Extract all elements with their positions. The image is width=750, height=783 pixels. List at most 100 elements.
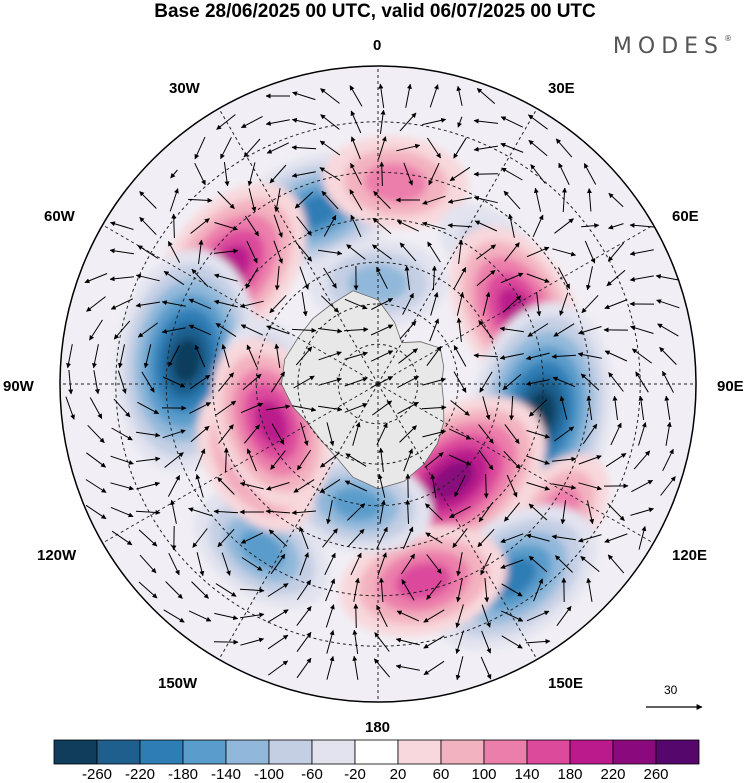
wind-vector: [403, 448, 413, 472]
wind-vector: [318, 351, 342, 361]
wind-vector: [378, 447, 384, 472]
wind-vector: [402, 526, 414, 550]
wind-vector: [89, 319, 103, 341]
wind-vector: [454, 475, 466, 498]
wind-vector: [167, 474, 181, 497]
wind-vector: [422, 429, 447, 438]
wind-vector: [296, 631, 312, 652]
wind-vector: [554, 218, 574, 234]
wind-vector: [425, 532, 443, 544]
wind-vector: [484, 577, 490, 603]
wind-vector: [326, 655, 335, 680]
wind-vector: [296, 606, 312, 626]
wind-vector: [273, 214, 283, 238]
wind-vector: [578, 326, 602, 335]
wind-vector: [631, 348, 652, 364]
wind-vector: [401, 579, 415, 601]
wind-vector: [481, 604, 491, 628]
wind-vector: [578, 455, 602, 465]
wind-vector: [93, 370, 100, 395]
wind-vector: [220, 137, 232, 160]
colorbar-segment: [354, 739, 399, 765]
wind-vector: [214, 248, 239, 254]
wind-vector: [456, 85, 463, 106]
wind-vector: [296, 657, 312, 679]
wind-vector: [656, 299, 680, 309]
wind-vector: [191, 268, 209, 288]
wind-vector: [581, 223, 600, 229]
wind-vector: [353, 577, 360, 602]
wind-vector: [604, 299, 628, 310]
wind-vector: [580, 556, 600, 572]
wind-vector: [323, 215, 337, 237]
wind-vector: [218, 424, 234, 444]
wind-vector: [215, 322, 237, 338]
wind-vector: [187, 197, 213, 203]
wind-vector: [502, 295, 522, 313]
colorbar: [53, 739, 700, 765]
wind-vector: [447, 197, 472, 204]
wind-vector: [555, 138, 573, 158]
wind-vector: [455, 604, 464, 628]
colorbar-tick-label: -260: [81, 766, 113, 783]
wind-vector: [450, 400, 470, 416]
wind-vector: [657, 323, 679, 337]
parallel-circle: [255, 261, 501, 507]
wind-vector: [137, 322, 158, 338]
wind-vector: [629, 275, 654, 282]
wind-vector: [110, 455, 134, 465]
wind-vector: [296, 216, 312, 236]
wind-vector: [240, 115, 263, 129]
label-lon-0: 0: [373, 37, 382, 54]
wind-vector: [631, 479, 654, 493]
wind-vector: [455, 630, 464, 654]
wind-vector: [526, 246, 550, 258]
wind-vector: [629, 249, 654, 256]
wind-vector: [499, 326, 524, 333]
anomaly-contour: [364, 162, 427, 203]
wind-vector: [113, 320, 131, 340]
wind-vector: [379, 161, 385, 187]
wind-vector: [560, 500, 567, 525]
wind-vector: [373, 191, 391, 209]
wind-vector: [291, 117, 316, 125]
wind-vector: [422, 195, 446, 205]
wind-vector: [379, 499, 386, 524]
wind-vector: [266, 482, 290, 491]
colorbar-segment: [182, 739, 227, 765]
colorbar-tick-label: 180: [557, 766, 583, 783]
wind-vector: [500, 533, 524, 543]
wind-vector: [141, 371, 155, 393]
wind-vector: [240, 532, 264, 544]
wind-vector: [585, 266, 593, 291]
wind-vector: [320, 88, 340, 104]
wind-vector: [458, 239, 464, 264]
wind-vector: [551, 354, 577, 359]
wind-vector: [395, 664, 420, 671]
wind-vector: [500, 142, 524, 153]
colorbar-tick-label: 140: [514, 766, 540, 783]
colorbar-segment: [397, 739, 442, 765]
wind-vector: [586, 188, 592, 212]
wind-vector: [456, 291, 465, 316]
wind-vector: [189, 374, 211, 390]
wind-vector: [274, 343, 281, 368]
wind-vector: [457, 116, 463, 128]
wind-vector: [474, 220, 498, 232]
wind-vector: [553, 323, 575, 337]
colorbar-tick-label: 220: [600, 766, 626, 783]
wind-vector: [346, 244, 366, 260]
anomaly-contour: [255, 399, 289, 446]
wind-vector: [295, 346, 313, 366]
wind-vector: [194, 448, 206, 472]
wind-vector: [350, 214, 362, 238]
wind-vector: [448, 505, 471, 519]
wind-vector: [608, 223, 624, 230]
colorbar-segment: [612, 739, 657, 765]
wind-vector: [347, 503, 365, 521]
wind-vector: [431, 265, 437, 291]
wind-vector: [405, 499, 411, 525]
wind-vector: [473, 195, 498, 204]
wind-vector: [68, 369, 74, 395]
wind-vector: [269, 294, 287, 314]
